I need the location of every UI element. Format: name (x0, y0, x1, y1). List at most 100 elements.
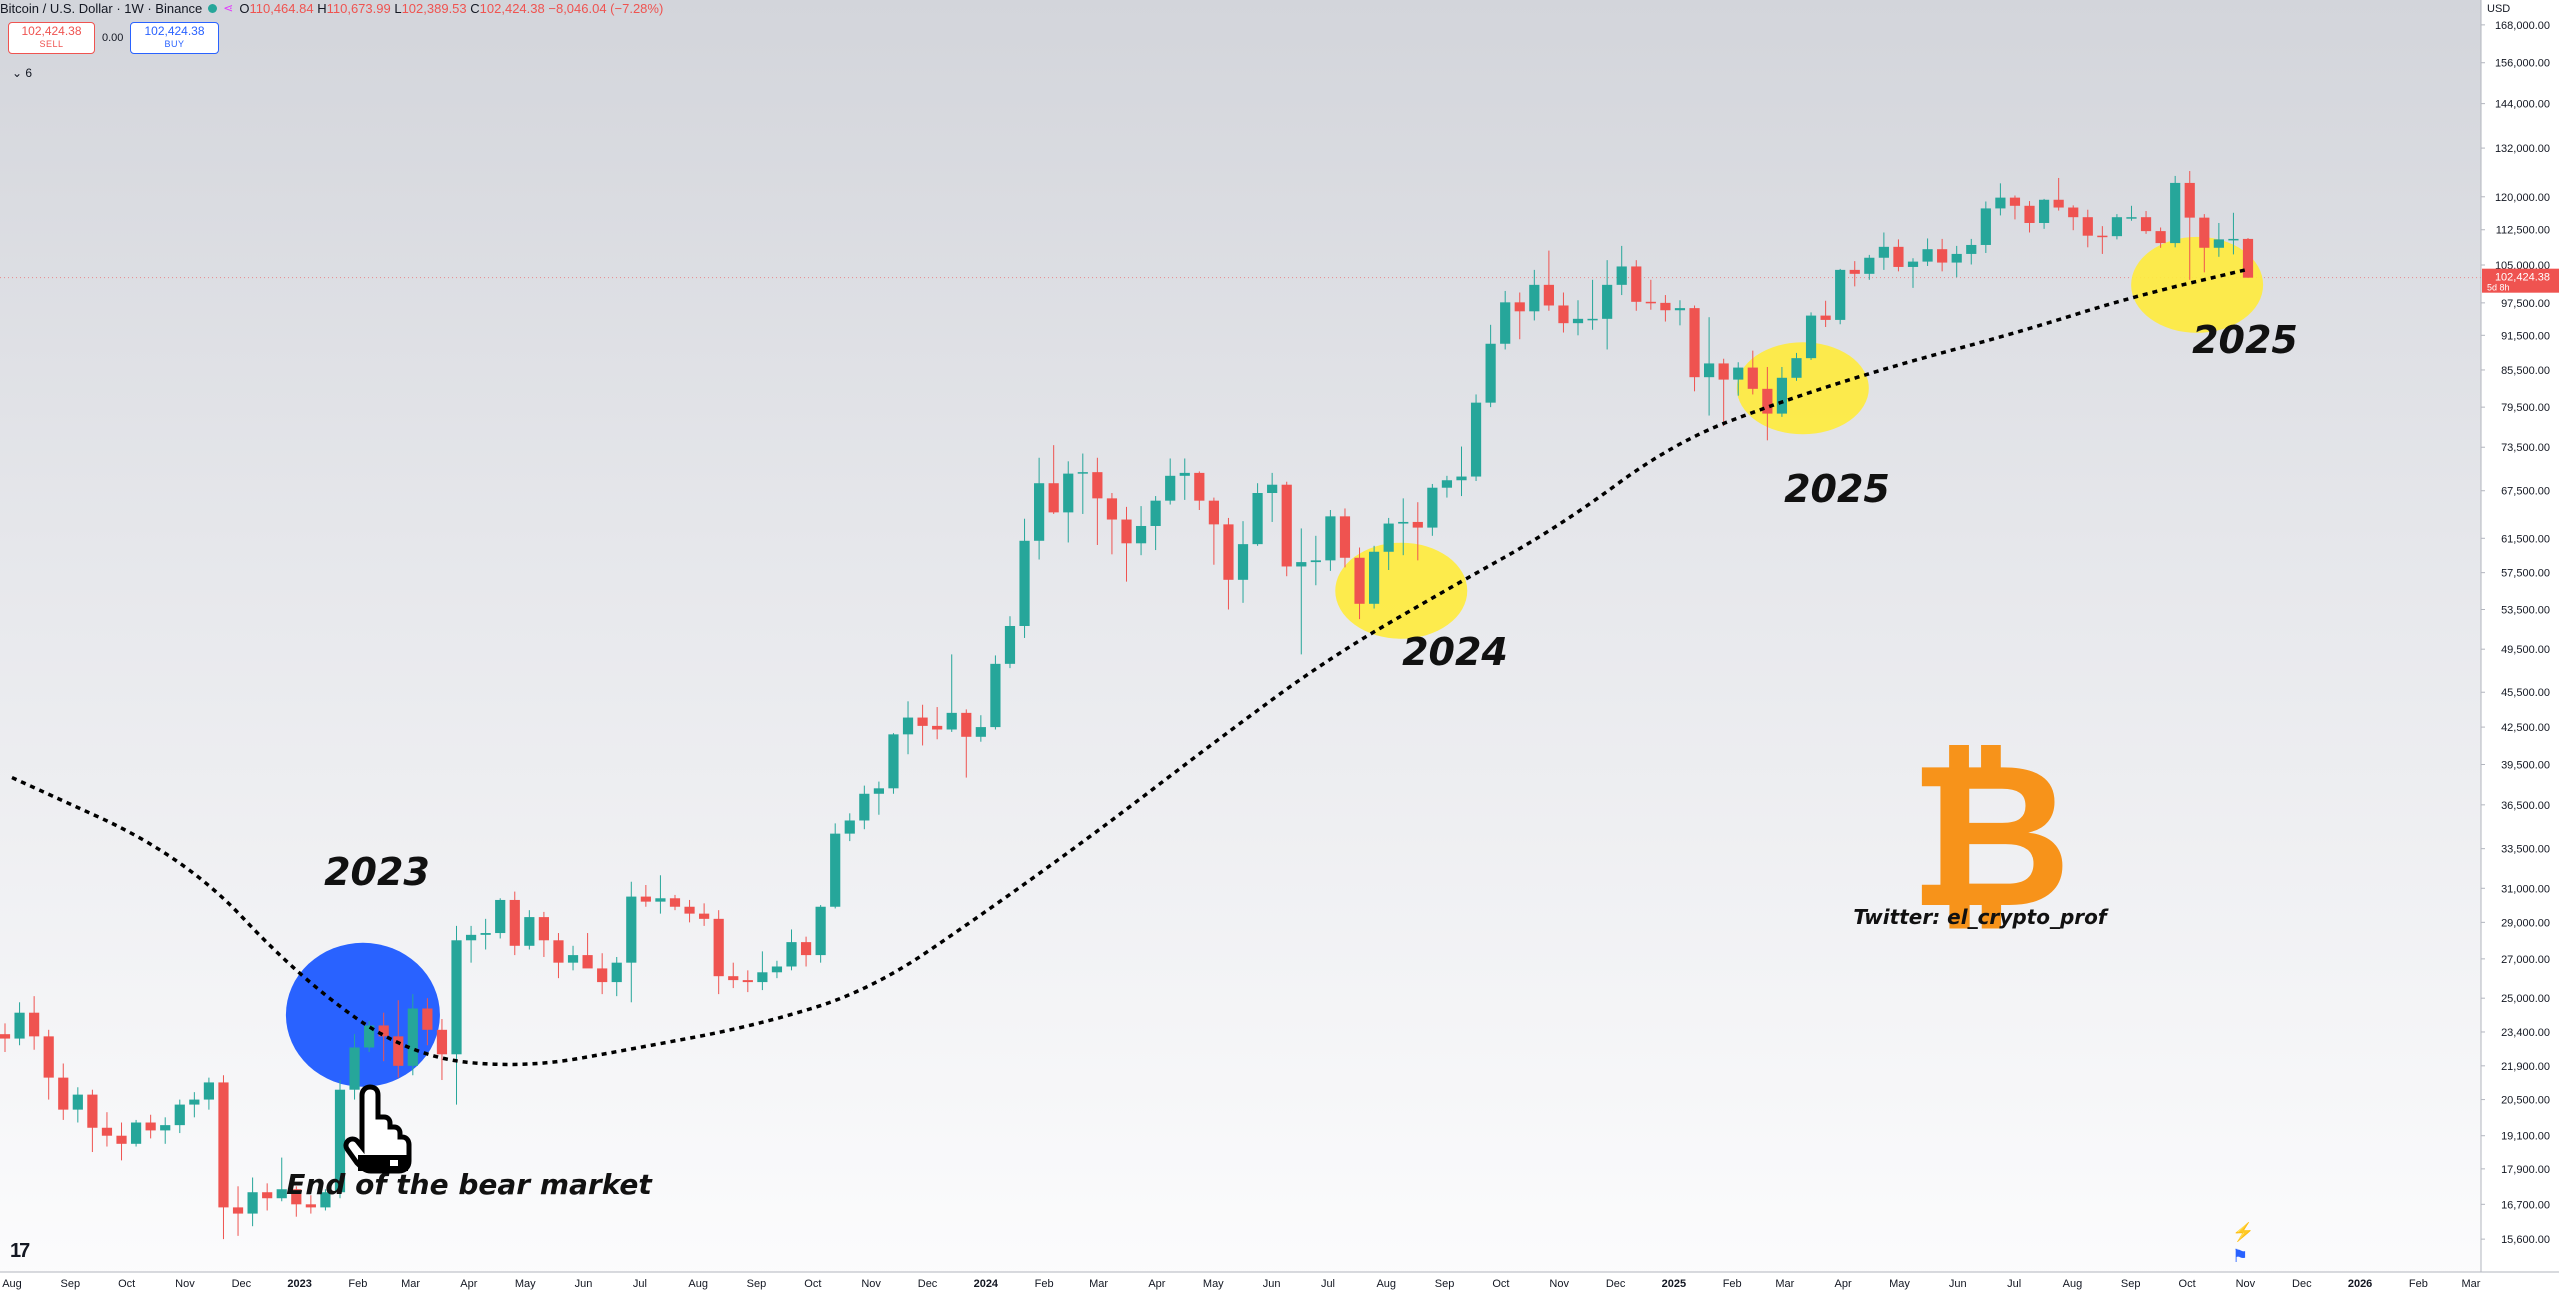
candle-body (699, 913, 710, 919)
candle-body (1223, 524, 1234, 580)
candle (669, 894, 681, 911)
candle-body (2024, 205, 2035, 223)
candle-body (932, 725, 943, 730)
candle (130, 1119, 142, 1147)
share-icon[interactable]: ⋖ (223, 1, 234, 15)
candle-body (1383, 523, 1394, 552)
candle (2213, 222, 2224, 257)
candle-body (320, 1192, 331, 1208)
candle (567, 945, 579, 971)
candle-body (2184, 182, 2195, 218)
candle (2140, 211, 2152, 234)
candle (932, 707, 943, 740)
candle (597, 953, 608, 995)
market-open-dot-icon (208, 3, 218, 13)
symbol-title[interactable]: Bitcoin / U.S. Dollar · 1W · Binance (0, 0, 203, 16)
price-tick-label: 97,500.00 (2501, 298, 2550, 310)
candle (1325, 510, 1336, 571)
candle (393, 1000, 404, 1078)
time-tick-label: Jul (2007, 1278, 2021, 1290)
candle (1631, 260, 1642, 311)
time-tick-label: Nov (1549, 1278, 1569, 1290)
price-tick-label: 120,000.00 (2495, 192, 2550, 204)
candle-body (1587, 318, 1598, 321)
candle (291, 1186, 302, 1217)
candle-body (436, 1029, 448, 1055)
candle-body (2213, 239, 2224, 248)
price-tick-label: 21,900.00 (2501, 1061, 2550, 1073)
candle-body (393, 1036, 404, 1066)
price-tick-label: 61,500.00 (2501, 533, 2550, 545)
hand-cuff-button (390, 1160, 398, 1166)
time-tick-label: Apr (460, 1278, 477, 1290)
tradingview-logo-icon[interactable]: 17 (10, 1240, 30, 1262)
twitter-handle: Twitter: el_crypto_prof (1853, 905, 2108, 929)
price-tick-label: 31,000.00 (2501, 883, 2550, 895)
candle (116, 1122, 127, 1161)
candle-body (2053, 199, 2064, 208)
time-tick-label: Sep (2121, 1278, 2141, 1290)
price-tick-label: 53,500.00 (2501, 604, 2550, 616)
candle (509, 891, 520, 956)
price-tick-label: 25,000.00 (2501, 993, 2550, 1005)
candle (844, 813, 855, 842)
candle (14, 1002, 25, 1046)
candle-body (1034, 483, 1045, 541)
candle (1063, 461, 1074, 543)
candle (1660, 295, 1671, 322)
alert-icon[interactable]: ⚡ (2232, 1222, 2255, 1242)
candle-body (1077, 472, 1088, 474)
time-tick-label: Nov (2236, 1278, 2256, 1290)
candle (640, 885, 651, 907)
flag-icon[interactable]: ⚑ (2232, 1246, 2249, 1266)
candle (2024, 201, 2035, 233)
candle (1281, 481, 1292, 577)
price-scale[interactable]: USD 168,000.00 156,000.00 144,000.00 132,000… (2481, 3, 2559, 1246)
candle (582, 933, 593, 969)
candle (2038, 198, 2050, 229)
time-scale[interactable]: Aug Sep Oct Nov Dec 2023 Feb Mar Apr May Jun Jul Aug… (2, 1278, 2481, 1290)
candle (1470, 394, 1482, 481)
candle-body (451, 940, 462, 1055)
candle-body (1150, 500, 1161, 526)
candle (1339, 508, 1351, 568)
candle-layer (0, 171, 2254, 1240)
candle-body (160, 1125, 171, 1131)
candle-body (509, 899, 520, 946)
candle (917, 704, 928, 746)
time-tick-label: Sep (747, 1278, 767, 1290)
candle-body (1543, 284, 1554, 306)
price-tick-label: 156,000.00 (2495, 58, 2550, 70)
candle-body (203, 1082, 215, 1100)
candle (1048, 445, 1059, 514)
candle-body (116, 1135, 127, 1144)
indicators-toggle[interactable]: ⌄ 6 (12, 66, 33, 80)
candle (1223, 517, 1234, 610)
sell-button[interactable]: 102,424.38 SELL (8, 22, 95, 54)
candle (902, 701, 914, 755)
candle (1937, 238, 1948, 272)
time-tick-label: Jun (1263, 1278, 1281, 1290)
candle-body (349, 1047, 360, 1090)
candle (1864, 254, 1875, 280)
candle-body (2155, 231, 2166, 244)
candle-body (2009, 197, 2021, 206)
candle (1383, 517, 1394, 570)
candle (1645, 279, 1656, 310)
candle (1369, 545, 1380, 609)
buy-button[interactable]: 102,424.38 BUY (130, 22, 219, 54)
candle-body (407, 1008, 418, 1066)
candle-body (888, 734, 899, 789)
candle (771, 960, 783, 979)
candle-body (1995, 197, 2006, 209)
candle (334, 1080, 346, 1199)
candle-body (480, 933, 491, 935)
candle (1165, 458, 1176, 505)
candle (830, 823, 841, 909)
candle-body (2038, 199, 2050, 223)
symbol-header: Bitcoin / U.S. Dollar · 1W · Binance ⋖ O… (0, 0, 663, 16)
time-tick-label: Oct (118, 1278, 135, 1290)
candle-body (305, 1204, 316, 1208)
